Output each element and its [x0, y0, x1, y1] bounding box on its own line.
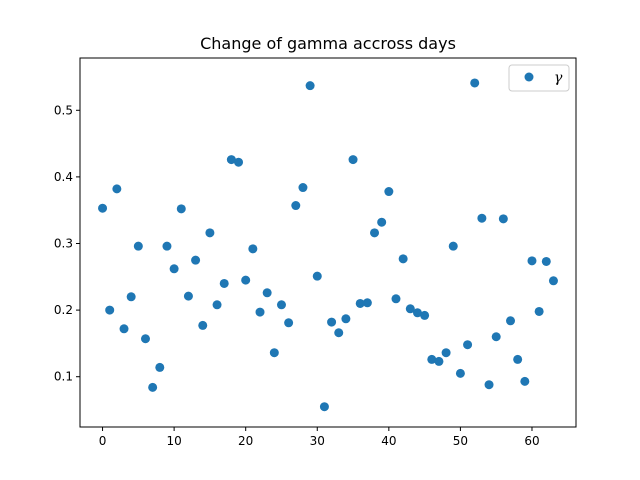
data-point	[112, 184, 122, 194]
data-point	[341, 314, 351, 324]
y-tick-label: 0.1	[54, 370, 73, 384]
data-point	[312, 271, 322, 281]
data-point	[334, 328, 344, 338]
y-axis-ticks: 0.1 0.2 0.3 0.4 0.5	[54, 103, 80, 384]
data-point	[384, 187, 394, 197]
data-point	[319, 402, 329, 412]
data-point	[119, 324, 129, 334]
data-point	[498, 214, 508, 224]
x-tick-label: 20	[238, 434, 253, 448]
data-point	[305, 81, 315, 91]
data-point	[391, 294, 401, 304]
data-point	[527, 256, 537, 266]
data-point	[255, 307, 265, 317]
data-point	[140, 334, 150, 344]
data-point	[291, 201, 301, 211]
scatter-points	[98, 78, 558, 412]
data-point	[370, 228, 380, 238]
x-tick-label: 30	[310, 434, 325, 448]
data-point	[205, 228, 215, 238]
data-point	[434, 356, 444, 366]
data-point	[241, 275, 251, 285]
x-axis-ticks: 0 10 20 30 40 50 60	[99, 427, 540, 448]
x-tick-label: 0	[99, 434, 107, 448]
legend-marker	[524, 72, 534, 82]
data-point	[470, 78, 480, 88]
data-point	[298, 183, 308, 193]
data-point	[377, 217, 387, 227]
data-point	[183, 291, 193, 301]
legend-box	[508, 64, 570, 92]
data-point	[441, 348, 451, 358]
y-tick-label: 0.3	[54, 236, 73, 250]
data-point	[248, 244, 258, 254]
data-point	[234, 157, 244, 167]
x-tick-label: 40	[381, 434, 396, 448]
legend: γ	[508, 64, 570, 92]
data-point	[491, 332, 501, 342]
y-tick-label: 0.4	[54, 170, 73, 184]
data-point	[513, 354, 523, 364]
data-point	[405, 304, 415, 314]
data-point	[212, 300, 222, 310]
data-point	[98, 203, 108, 213]
data-point	[105, 305, 115, 315]
y-tick-label: 0.5	[54, 103, 73, 117]
data-point	[269, 348, 279, 358]
data-point	[169, 264, 179, 274]
data-point	[412, 308, 422, 318]
data-point	[126, 292, 136, 302]
x-tick-label: 10	[166, 434, 181, 448]
data-point	[284, 318, 294, 328]
data-point	[541, 256, 551, 266]
data-point	[534, 306, 544, 316]
data-point	[191, 255, 201, 265]
data-point	[219, 278, 229, 288]
data-point	[133, 241, 143, 251]
axes-frame	[79, 57, 577, 428]
x-tick-label: 50	[453, 434, 468, 448]
data-point	[548, 276, 558, 286]
data-point	[226, 155, 236, 165]
data-point	[198, 320, 208, 330]
data-point	[484, 380, 494, 390]
data-point	[455, 368, 465, 378]
data-point	[162, 241, 172, 251]
data-point	[463, 340, 473, 350]
data-point	[327, 317, 337, 327]
legend-label: γ	[554, 70, 563, 86]
data-point	[348, 155, 358, 165]
data-point	[398, 254, 408, 264]
data-point	[355, 298, 365, 308]
data-point	[262, 288, 272, 298]
data-point	[276, 300, 286, 310]
data-point	[520, 376, 530, 386]
data-point	[148, 382, 158, 392]
data-point	[176, 204, 186, 214]
data-point	[448, 241, 458, 251]
y-tick-label: 0.2	[54, 303, 73, 317]
x-tick-label: 60	[524, 434, 539, 448]
data-point	[362, 298, 372, 308]
data-point	[427, 354, 437, 364]
chart-title: Change of gamma accross days	[200, 34, 456, 53]
data-point	[420, 310, 430, 320]
data-point	[155, 362, 165, 372]
data-point	[506, 316, 516, 326]
data-point	[477, 213, 487, 223]
